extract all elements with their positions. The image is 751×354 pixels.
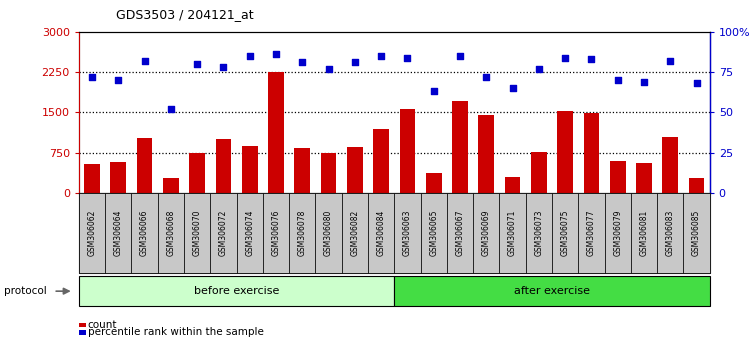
Text: GSM306082: GSM306082 — [351, 210, 359, 256]
Bar — [689, 178, 704, 193]
Text: GSM306079: GSM306079 — [614, 210, 622, 256]
Bar — [321, 153, 336, 193]
Text: GSM306081: GSM306081 — [640, 210, 648, 256]
Bar — [557, 111, 573, 193]
Text: GSM306069: GSM306069 — [482, 210, 490, 256]
Bar — [478, 115, 494, 193]
Text: GSM306070: GSM306070 — [193, 210, 201, 256]
Text: GSM306066: GSM306066 — [140, 210, 149, 256]
Point — [243, 53, 255, 59]
Text: GSM306064: GSM306064 — [114, 210, 122, 256]
Point — [165, 106, 177, 112]
Bar — [426, 172, 442, 193]
Bar — [163, 178, 179, 193]
Text: GSM306071: GSM306071 — [508, 210, 517, 256]
Point — [664, 58, 676, 64]
Point — [586, 56, 598, 62]
Bar — [505, 177, 520, 193]
Text: GSM306067: GSM306067 — [456, 210, 464, 256]
Point — [427, 88, 439, 94]
Text: GSM306080: GSM306080 — [324, 210, 333, 256]
Text: after exercise: after exercise — [514, 286, 590, 296]
Point — [296, 59, 308, 65]
Bar — [400, 109, 415, 193]
Text: GSM306065: GSM306065 — [430, 210, 438, 256]
Point — [323, 66, 335, 72]
Bar — [189, 153, 205, 193]
Text: protocol: protocol — [4, 286, 47, 296]
Text: count: count — [88, 320, 117, 330]
Text: GSM306062: GSM306062 — [88, 210, 96, 256]
Bar — [242, 146, 258, 193]
Point — [376, 53, 388, 59]
Bar — [84, 165, 100, 193]
Text: GSM306084: GSM306084 — [377, 210, 385, 256]
Text: GSM306075: GSM306075 — [561, 210, 569, 256]
Point — [270, 52, 282, 57]
Point — [113, 78, 125, 83]
Text: GSM306063: GSM306063 — [403, 210, 412, 256]
Point — [86, 74, 98, 80]
Bar — [610, 161, 626, 193]
Text: GSM306076: GSM306076 — [272, 210, 280, 256]
Text: before exercise: before exercise — [194, 286, 279, 296]
Bar — [584, 113, 599, 193]
Point — [218, 64, 230, 70]
Point — [401, 55, 413, 61]
Text: GSM306068: GSM306068 — [167, 210, 175, 256]
Text: percentile rank within the sample: percentile rank within the sample — [88, 327, 264, 337]
Bar — [452, 101, 468, 193]
Point — [481, 74, 493, 80]
Point — [138, 58, 150, 64]
Bar — [347, 147, 363, 193]
Bar — [662, 137, 678, 193]
Text: GSM306073: GSM306073 — [535, 210, 543, 256]
Point — [611, 78, 623, 83]
Text: GSM306074: GSM306074 — [246, 210, 254, 256]
Bar — [216, 139, 231, 193]
Point — [348, 59, 360, 65]
Bar — [294, 148, 310, 193]
Text: GSM306077: GSM306077 — [587, 210, 596, 256]
Point — [559, 55, 571, 61]
Point — [638, 79, 650, 85]
Text: GSM306078: GSM306078 — [298, 210, 306, 256]
Bar — [110, 162, 126, 193]
Bar — [268, 72, 284, 193]
Point — [191, 61, 203, 67]
Point — [454, 53, 466, 59]
Point — [533, 66, 545, 72]
Point — [506, 85, 518, 91]
Bar — [137, 138, 152, 193]
Bar — [531, 152, 547, 193]
Point — [691, 81, 703, 86]
Text: GSM306083: GSM306083 — [666, 210, 674, 256]
Bar — [636, 163, 652, 193]
Text: GSM306085: GSM306085 — [692, 210, 701, 256]
Bar — [373, 129, 389, 193]
Text: GDS3503 / 204121_at: GDS3503 / 204121_at — [116, 8, 254, 21]
Text: GSM306072: GSM306072 — [219, 210, 228, 256]
